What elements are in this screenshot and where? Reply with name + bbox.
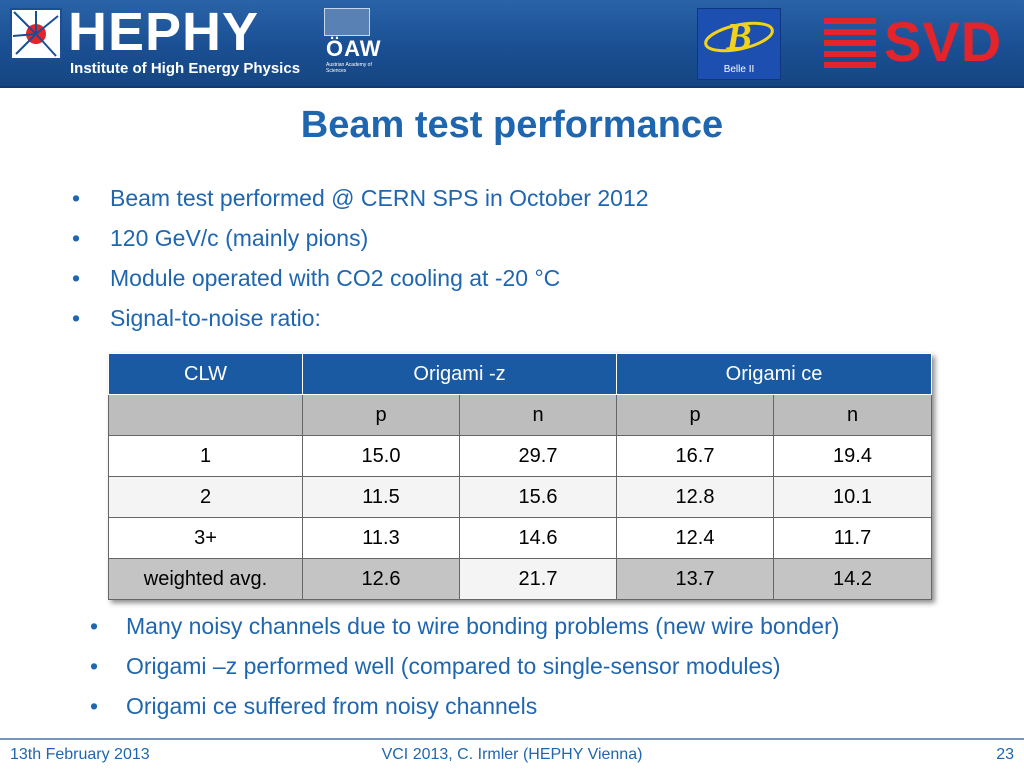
belle-logo: B Belle II [697, 8, 781, 80]
svd-logo-text: SVD [884, 10, 1003, 73]
table-cell: 16.7 [616, 435, 775, 477]
subheader-cell: n [458, 394, 618, 436]
bullet-list-top: Beam test performed @ CERN SPS in Octobe… [72, 178, 649, 338]
bullet-item: Beam test performed @ CERN SPS in Octobe… [72, 178, 649, 218]
table-row: 1 15.0 29.7 16.7 19.4 [108, 435, 933, 477]
footer-date: 13th February 2013 [10, 746, 150, 763]
bullet-item: Many noisy channels due to wire bonding … [90, 606, 839, 646]
bullet-item: Origami –z performed well (compared to s… [90, 646, 839, 686]
table-row: 3+ 11.3 14.6 12.4 11.7 [108, 517, 933, 559]
subheader-cell: p [616, 394, 775, 436]
hephy-logo-text: HEPHY [68, 2, 260, 62]
footer: VCI 2013, C. Irmler (HEPHY Vienna) 13th … [0, 738, 1024, 770]
belle-logo-label: Belle II [723, 64, 755, 75]
table-cell: 12.8 [616, 476, 775, 518]
table-cell: 12.6 [302, 558, 460, 600]
table-cell: 14.6 [458, 517, 618, 559]
oaw-logo: ÖAW Austrian Academy of Sciences [318, 8, 382, 80]
hephy-subtitle: Institute of High Energy Physics [70, 60, 301, 77]
table-cell: 11.3 [302, 517, 460, 559]
table-cell: 13.7 [616, 558, 775, 600]
table-cell: 10.1 [773, 476, 933, 518]
bullet-item: Module operated with CO2 cooling at -20 … [72, 258, 649, 298]
svg-text:B: B [725, 16, 751, 58]
header-cell-origami-ce: Origami ce [616, 353, 933, 395]
bullet-item: Signal-to-noise ratio: [72, 298, 649, 338]
header-banner: HEPHY Institute of High Energy Physics Ö… [0, 0, 1024, 88]
table-cell: 15.6 [458, 476, 618, 518]
bullet-item: 120 GeV/c (mainly pions) [72, 218, 649, 258]
slide-title: Beam test performance [300, 104, 724, 146]
bullet-list-bottom: Many noisy channels due to wire bonding … [90, 606, 839, 726]
table-cell: 11.5 [302, 476, 460, 518]
table-cell: weighted avg. [108, 558, 303, 600]
table-row: weighted avg. 12.6 21.7 13.7 14.2 [108, 558, 933, 600]
table-cell: 12.4 [616, 517, 775, 559]
table-cell: 3+ [108, 517, 303, 559]
table-cell: 21.7 [458, 558, 618, 600]
table-cell: 1 [108, 435, 303, 477]
table-row: 2 11.5 15.6 12.8 10.1 [108, 476, 933, 518]
footer-conference: VCI 2013, C. Irmler (HEPHY Vienna) [381, 746, 643, 763]
table-cell: 29.7 [458, 435, 618, 477]
subheader-cell: p [302, 394, 460, 436]
svd-stripes-icon [824, 18, 876, 68]
table-cell: 11.7 [773, 517, 933, 559]
subheader-cell [108, 394, 303, 436]
hephy-logo-icon [10, 8, 62, 60]
header-cell-origami-z: Origami -z [301, 353, 618, 395]
building-icon [324, 8, 370, 36]
table-cell: 14.2 [773, 558, 933, 600]
table-header-row: CLW Origami -z Origami ce [108, 353, 933, 395]
snr-table: CLW Origami -z Origami ce p n p n 1 15.0… [108, 353, 933, 600]
footer-page-number: 23 [996, 746, 1014, 763]
table-cell: 19.4 [773, 435, 933, 477]
belle-b-icon: B [704, 16, 774, 58]
table-cell: 2 [108, 476, 303, 518]
oaw-logo-small: Austrian Academy of Sciences [326, 62, 372, 74]
bullet-item: Origami ce suffered from noisy channels [90, 686, 839, 726]
header-cell-clw: CLW [108, 353, 303, 395]
oaw-logo-text: ÖAW [326, 36, 382, 61]
table-cell: 15.0 [302, 435, 460, 477]
table-subheader-row: p n p n [108, 394, 933, 436]
subheader-cell: n [773, 394, 933, 436]
